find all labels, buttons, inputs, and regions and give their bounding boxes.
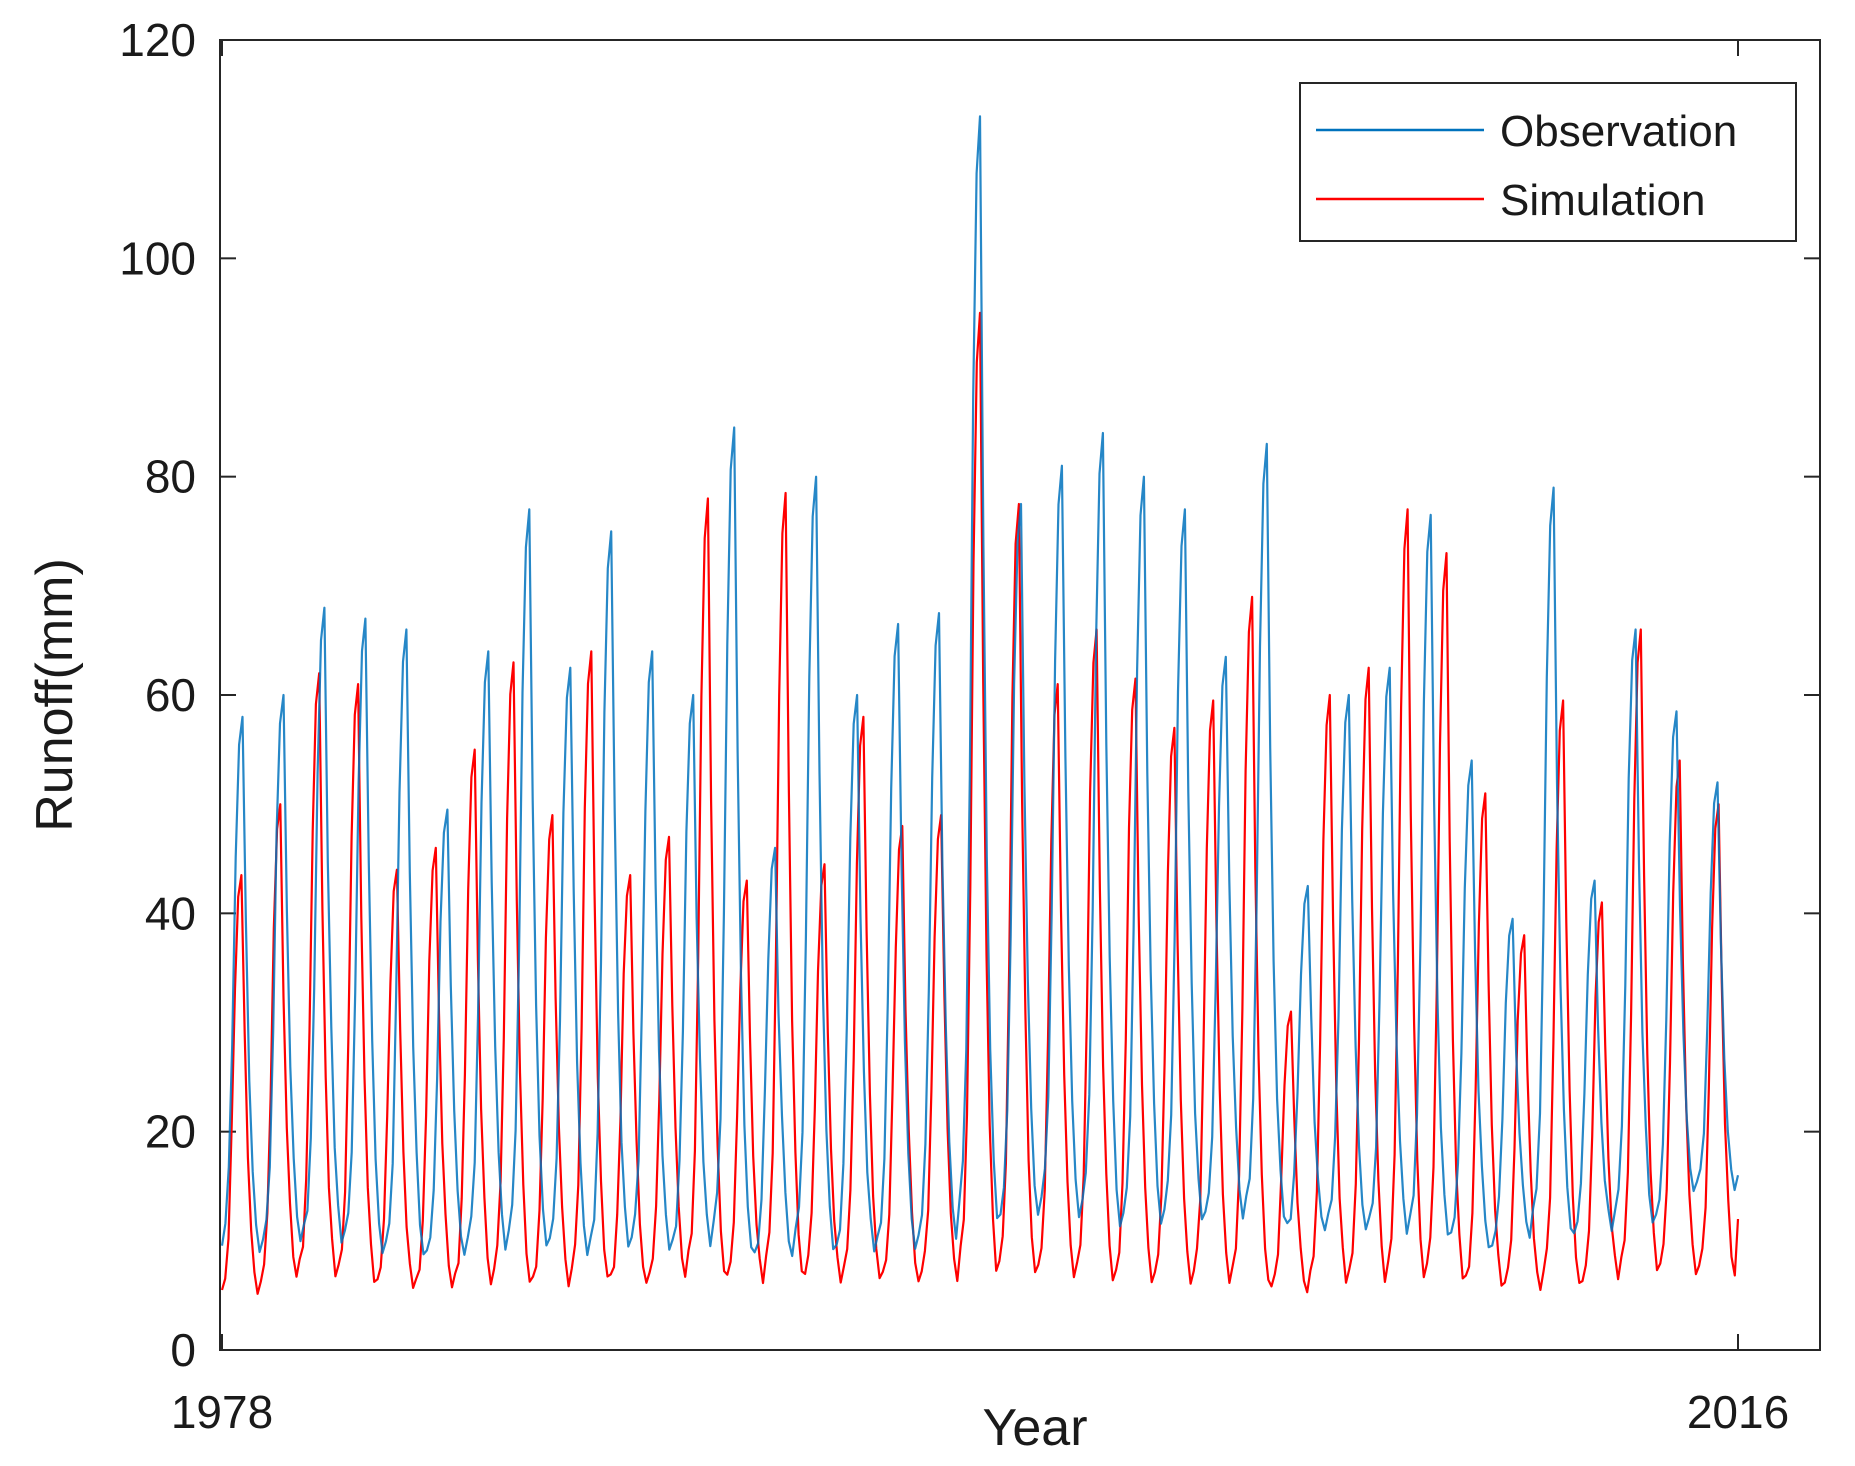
- legend-label-observation: Observation: [1500, 107, 1737, 156]
- x-tick-label-start: 1978: [171, 1386, 273, 1438]
- y-tick-label: 40: [145, 887, 196, 939]
- y-tick-label: 0: [170, 1324, 196, 1376]
- y-tick-label: 80: [145, 451, 196, 503]
- series-layer: [221, 115, 1740, 1295]
- y-axis-ticks: 0 20 40 60 80 100 120: [119, 14, 1820, 1376]
- y-tick-label: 120: [119, 14, 196, 66]
- legend: Observation Simulation: [1299, 82, 1797, 242]
- y-tick-label: 100: [119, 232, 196, 284]
- y-tick-label: 20: [145, 1106, 196, 1158]
- legend-box: [1299, 82, 1797, 242]
- legend-label-simulation: Simulation: [1500, 176, 1705, 225]
- series-line-observation: [221, 115, 1740, 1258]
- x-axis-title: Year: [982, 1399, 1087, 1457]
- x-tick-label-end: 2016: [1687, 1386, 1789, 1438]
- series-line-simulation: [221, 311, 1740, 1295]
- y-axis-title: Runoff(mm): [26, 558, 84, 832]
- y-tick-label: 60: [145, 669, 196, 721]
- x-axis-ticks: 1978 2016: [171, 40, 1789, 1438]
